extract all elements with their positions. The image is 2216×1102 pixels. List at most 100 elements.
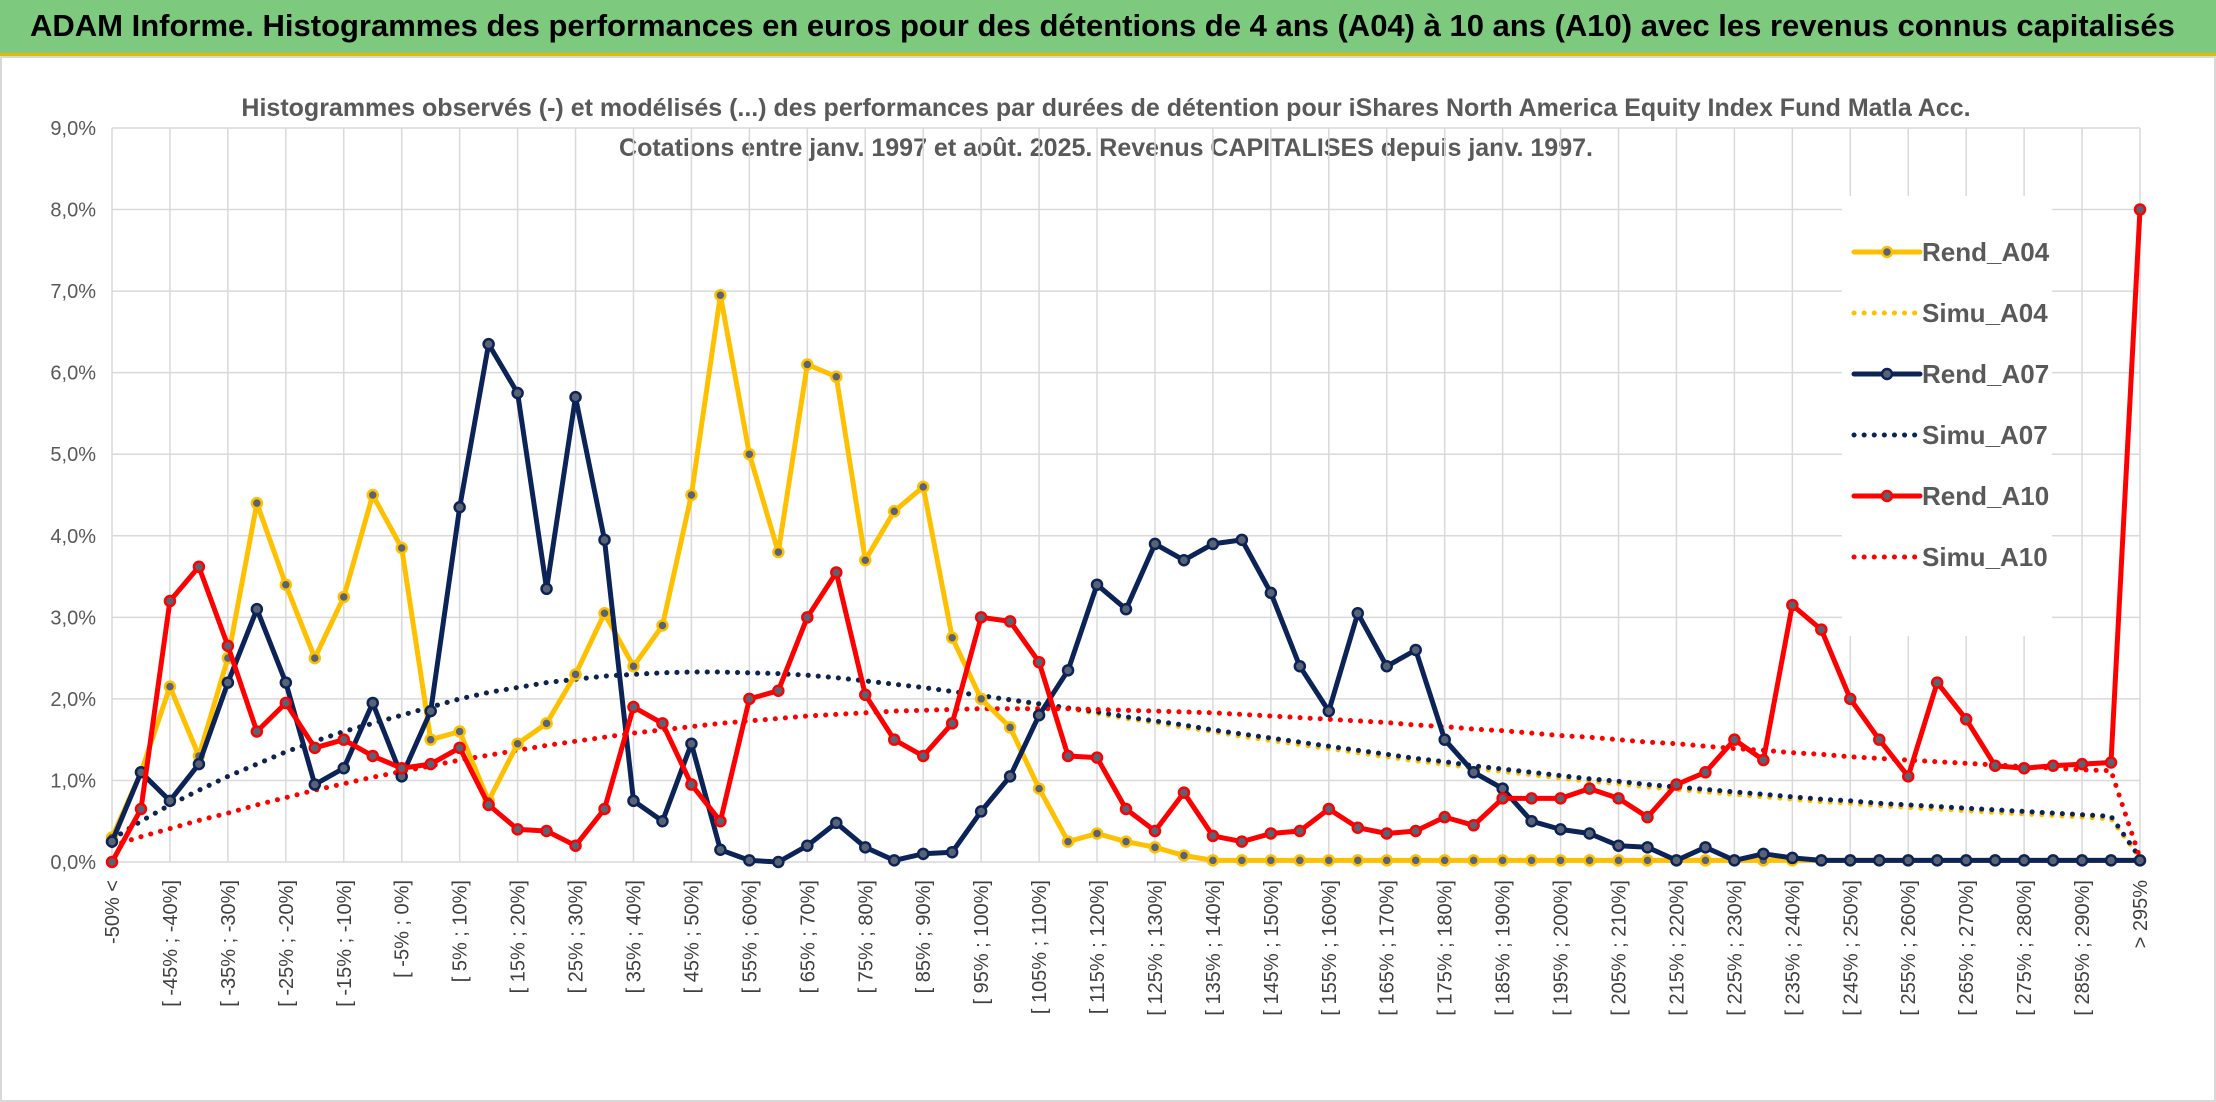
data-point — [830, 370, 843, 383]
data-point — [279, 676, 293, 689]
data-point — [2046, 759, 2060, 773]
data-point — [279, 696, 293, 710]
data-point — [1177, 849, 1191, 862]
x-tick-label: [ 45% ; 50%] — [681, 880, 703, 993]
legend: Rend_A04 Simu_A04 Rend_A07 Simu_A07 Rend_A10… — [1842, 196, 2052, 636]
data-point — [1641, 810, 1654, 824]
data-point — [1119, 802, 1133, 816]
data-point — [1148, 537, 1162, 551]
data-point — [192, 560, 206, 574]
data-point — [424, 704, 437, 718]
data-point — [1322, 704, 1336, 718]
data-point — [1119, 835, 1133, 848]
data-point — [308, 651, 322, 665]
data-point — [1235, 854, 1249, 867]
data-point — [1003, 615, 1017, 628]
data-point — [974, 805, 988, 818]
data-point — [974, 692, 988, 706]
data-point — [395, 541, 408, 555]
data-point — [1786, 598, 1799, 612]
data-point — [1844, 692, 1857, 706]
chart-subtitle: Cotations entre janv. 1997 et août. 2025… — [619, 134, 1593, 162]
x-tick-label: [ -5% ; 0%] — [392, 880, 414, 978]
data-point — [1003, 770, 1017, 783]
series-line-Rend_A04 — [109, 292, 2143, 863]
data-point — [656, 619, 669, 632]
data-point — [1525, 854, 1538, 867]
data-point — [569, 839, 582, 852]
x-tick-label: [ 195% ; 200%] — [1551, 880, 1573, 1016]
data-point — [598, 607, 611, 620]
data-point — [2046, 854, 2060, 867]
legend-marker — [1880, 245, 1894, 259]
x-tick-label: [ 85% ; 90%] — [913, 880, 935, 993]
x-tick-label: [ 235% ; 240%] — [1782, 880, 1804, 1016]
data-point — [1293, 824, 1307, 838]
data-point — [656, 717, 669, 730]
data-point — [366, 749, 379, 763]
data-point — [1525, 814, 1538, 828]
data-point — [830, 816, 843, 830]
data-point — [859, 688, 872, 702]
data-point — [1409, 854, 1422, 867]
y-tick-label: 9,0% — [50, 118, 96, 140]
grid-lines — [111, 127, 2141, 863]
data-point — [1728, 854, 1741, 867]
data-point — [1757, 847, 1770, 861]
data-point — [250, 725, 264, 738]
data-point — [1409, 643, 1422, 657]
x-axis-ticks: -50% < [ -45% ; -40%] [ -35% ; -30%] [ -25%… — [102, 880, 2152, 1016]
y-tick-label: 2,0% — [50, 689, 96, 711]
data-point — [1988, 854, 2002, 867]
y-tick-label: 3,0% — [50, 607, 96, 629]
data-point — [1959, 713, 1973, 726]
data-point — [221, 639, 235, 653]
data-point — [2075, 757, 2089, 771]
data-point — [2075, 854, 2089, 867]
data-point — [916, 480, 930, 494]
y-tick-label: 7,0% — [50, 281, 96, 303]
data-point — [801, 839, 814, 852]
data-point — [163, 794, 177, 808]
data-point — [1844, 854, 1857, 867]
x-tick-label: -50% < — [102, 880, 124, 944]
legend-label: Rend_A07 — [1922, 359, 2049, 389]
data-point — [482, 337, 495, 351]
data-point — [1612, 792, 1625, 805]
data-point — [887, 505, 901, 518]
x-tick-label: [ -45% ; -40%] — [160, 880, 182, 1007]
x-tick-label: [ 175% ; 180%] — [1435, 880, 1457, 1016]
data-point — [2104, 756, 2118, 769]
data-point — [2133, 854, 2147, 867]
data-point — [1177, 553, 1191, 567]
data-point — [424, 757, 437, 771]
data-point — [511, 386, 524, 400]
data-point — [1148, 824, 1162, 838]
x-tick-label: [ 205% ; 210%] — [1609, 880, 1631, 1016]
x-tick-label: [ -15% ; -10%] — [334, 880, 356, 1007]
data-point — [1032, 782, 1046, 795]
data-point — [1757, 753, 1770, 767]
x-tick-label: [ 225% ; 230%] — [1724, 880, 1746, 1016]
data-point — [1583, 854, 1596, 867]
data-point — [337, 761, 351, 775]
data-point — [1409, 824, 1422, 838]
data-point — [1003, 721, 1017, 734]
data-point — [1032, 708, 1046, 722]
y-axis-ticks: 0,0% 1,0% 2,0% 3,0% 4,0% 5,0% 6,0% 7,0% 8,0% 9,0% — [50, 118, 96, 874]
data-point — [511, 823, 524, 836]
x-tick-label: [ 5% ; 10%] — [450, 880, 472, 982]
data-point — [192, 757, 206, 771]
data-point — [395, 761, 408, 775]
x-tick-label: [ 115% ; 120%] — [1087, 880, 1109, 1014]
data-point — [1930, 676, 1944, 689]
data-point — [1264, 586, 1278, 600]
data-point — [105, 835, 119, 848]
x-tick-label: [ 15% ; 20%] — [508, 880, 530, 993]
data-point — [1264, 827, 1278, 840]
data-point — [1496, 792, 1509, 805]
x-tick-label: [ 95% ; 100%] — [971, 880, 993, 1005]
data-point — [1670, 778, 1683, 791]
data-point — [1322, 854, 1336, 867]
data-point — [540, 582, 553, 596]
